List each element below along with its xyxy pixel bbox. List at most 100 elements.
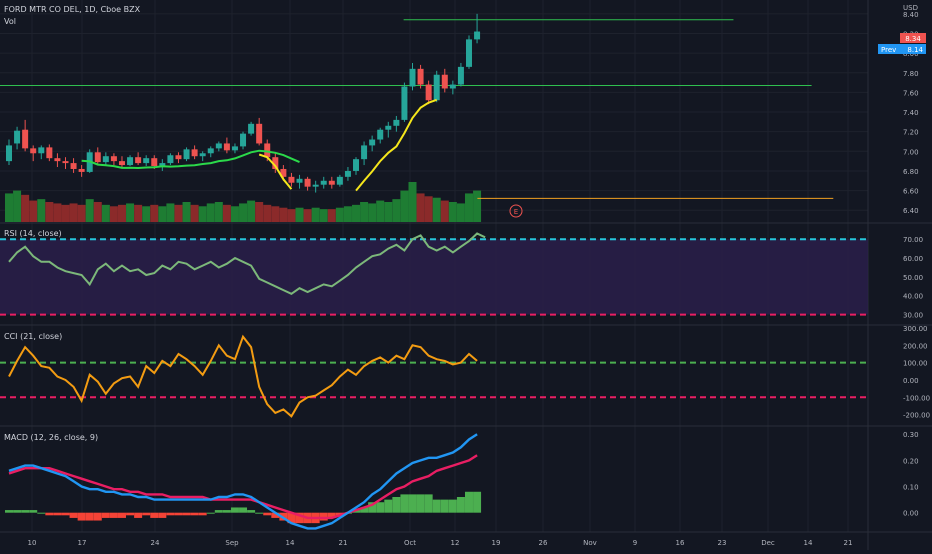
candle-body[interactable] — [449, 84, 456, 89]
macd-histogram-bar — [21, 510, 30, 513]
price-tick-label: 6.40 — [903, 207, 919, 215]
macd-histogram-bar — [198, 512, 207, 516]
macd-histogram-bar — [77, 512, 86, 521]
candle-body[interactable] — [441, 74, 448, 89]
candle-body[interactable] — [280, 168, 287, 177]
volume-bar — [126, 203, 135, 222]
candle-body[interactable] — [353, 159, 360, 171]
candle-body[interactable] — [30, 148, 37, 154]
macd-histogram-bar — [85, 512, 94, 521]
candle-body[interactable] — [207, 148, 214, 154]
time-axis-ticks[interactable]: 10 17 24 Sep 14 21 Oct 12 19 26 Nov 9 16 23 Dec 14 21 — [28, 539, 853, 547]
prev-close-prefix: Prev — [881, 46, 896, 54]
candle-body[interactable] — [143, 158, 150, 164]
candle-body[interactable] — [159, 163, 166, 167]
candle-body[interactable] — [264, 143, 271, 158]
volume-bar — [416, 193, 425, 222]
last-price-badge — [900, 33, 926, 43]
candle-body[interactable] — [248, 123, 255, 134]
candle-body[interactable] — [118, 161, 125, 166]
candle-body[interactable] — [183, 149, 190, 160]
candle-body[interactable] — [256, 123, 263, 144]
candle-body[interactable] — [457, 66, 464, 85]
candle-body[interactable] — [191, 149, 198, 157]
prev-close-badge — [878, 44, 926, 54]
candle-body[interactable] — [175, 155, 182, 160]
candle-body[interactable] — [54, 158, 61, 162]
candle-body[interactable] — [231, 146, 238, 151]
earnings-marker-label: E — [514, 208, 518, 216]
candle-body[interactable] — [167, 155, 174, 164]
macd-axis-ticks[interactable]: 0.30 0.20 0.10 0.00 — [903, 431, 919, 517]
candle-body[interactable] — [369, 139, 376, 146]
candle-body[interactable] — [215, 143, 222, 149]
candle-body[interactable] — [62, 161, 69, 164]
candle-body[interactable] — [336, 176, 343, 185]
candle-body[interactable] — [425, 84, 432, 101]
rsi-axis-ticks[interactable]: 70.00 60.00 50.00 40.00 30.00 — [903, 236, 923, 319]
candle-body[interactable] — [272, 157, 279, 169]
candle-body[interactable] — [393, 119, 400, 126]
candle-body[interactable] — [6, 145, 12, 162]
volume-bar — [206, 203, 215, 222]
macd-histogram-bar — [287, 512, 296, 524]
volume-bar — [230, 206, 239, 222]
macd-histogram-bar — [53, 512, 62, 516]
time-tick-label: 14 — [286, 539, 295, 547]
volume-bar — [5, 193, 13, 222]
macd-histogram-bar — [360, 507, 369, 513]
candle-body[interactable] — [22, 129, 29, 149]
candle-body[interactable] — [296, 178, 303, 183]
horizontal-levels[interactable] — [0, 19, 834, 199]
earnings-marker-icon[interactable] — [509, 204, 523, 218]
candle-body[interactable] — [288, 176, 295, 183]
candle-body[interactable] — [417, 68, 424, 85]
cci-tick-label: 0.00 — [903, 377, 919, 385]
candle-body[interactable] — [474, 31, 481, 40]
macd-histogram-bar — [117, 512, 126, 518]
volume-bar — [376, 200, 385, 222]
candle-body[interactable] — [385, 125, 392, 130]
candle-body[interactable] — [240, 133, 247, 147]
time-tick-label: 9 — [633, 539, 637, 547]
candle-body[interactable] — [304, 178, 311, 187]
candle-body[interactable] — [223, 143, 230, 151]
candle-body[interactable] — [38, 147, 45, 154]
candle-body[interactable] — [433, 74, 440, 101]
candle-body[interactable] — [409, 68, 416, 87]
candle-body[interactable] — [151, 158, 158, 167]
candle-body[interactable] — [102, 156, 109, 163]
candle-body[interactable] — [127, 157, 134, 166]
volume-bar — [368, 203, 377, 222]
candle-body[interactable] — [465, 39, 472, 67]
macd-signal-line — [8, 454, 478, 520]
candle-body[interactable] — [70, 163, 77, 169]
macd-histogram-bar — [29, 510, 38, 513]
price-tick-label: 7.20 — [903, 129, 919, 137]
volume-bar — [158, 206, 167, 222]
candle-body[interactable] — [199, 153, 206, 157]
volume-bar — [13, 190, 22, 222]
candle-body[interactable] — [14, 130, 21, 144]
volume-bar — [182, 202, 191, 222]
candle-body[interactable] — [135, 157, 142, 164]
candle-body[interactable] — [401, 86, 408, 120]
candle-body[interactable] — [94, 152, 101, 163]
cci-axis-ticks[interactable]: 300.00 200.00 100.00 0.00 -100.00 -200.00 — [903, 325, 930, 420]
cci-tick-label: 200.00 — [903, 342, 928, 350]
candle-body[interactable] — [328, 180, 335, 185]
time-tick-label: 24 — [151, 539, 160, 547]
candle-body[interactable] — [110, 156, 117, 162]
candlesticks[interactable] — [6, 13, 481, 193]
candle-body[interactable] — [377, 129, 384, 140]
rsi-line — [8, 232, 486, 295]
candle-body[interactable] — [312, 184, 319, 187]
candle-body[interactable] — [361, 145, 368, 160]
candle-body[interactable] — [320, 180, 327, 185]
candle-body[interactable] — [344, 170, 351, 177]
time-tick-label: 17 — [78, 539, 87, 547]
candle-body[interactable] — [78, 168, 85, 172]
candle-body[interactable] — [46, 147, 53, 159]
